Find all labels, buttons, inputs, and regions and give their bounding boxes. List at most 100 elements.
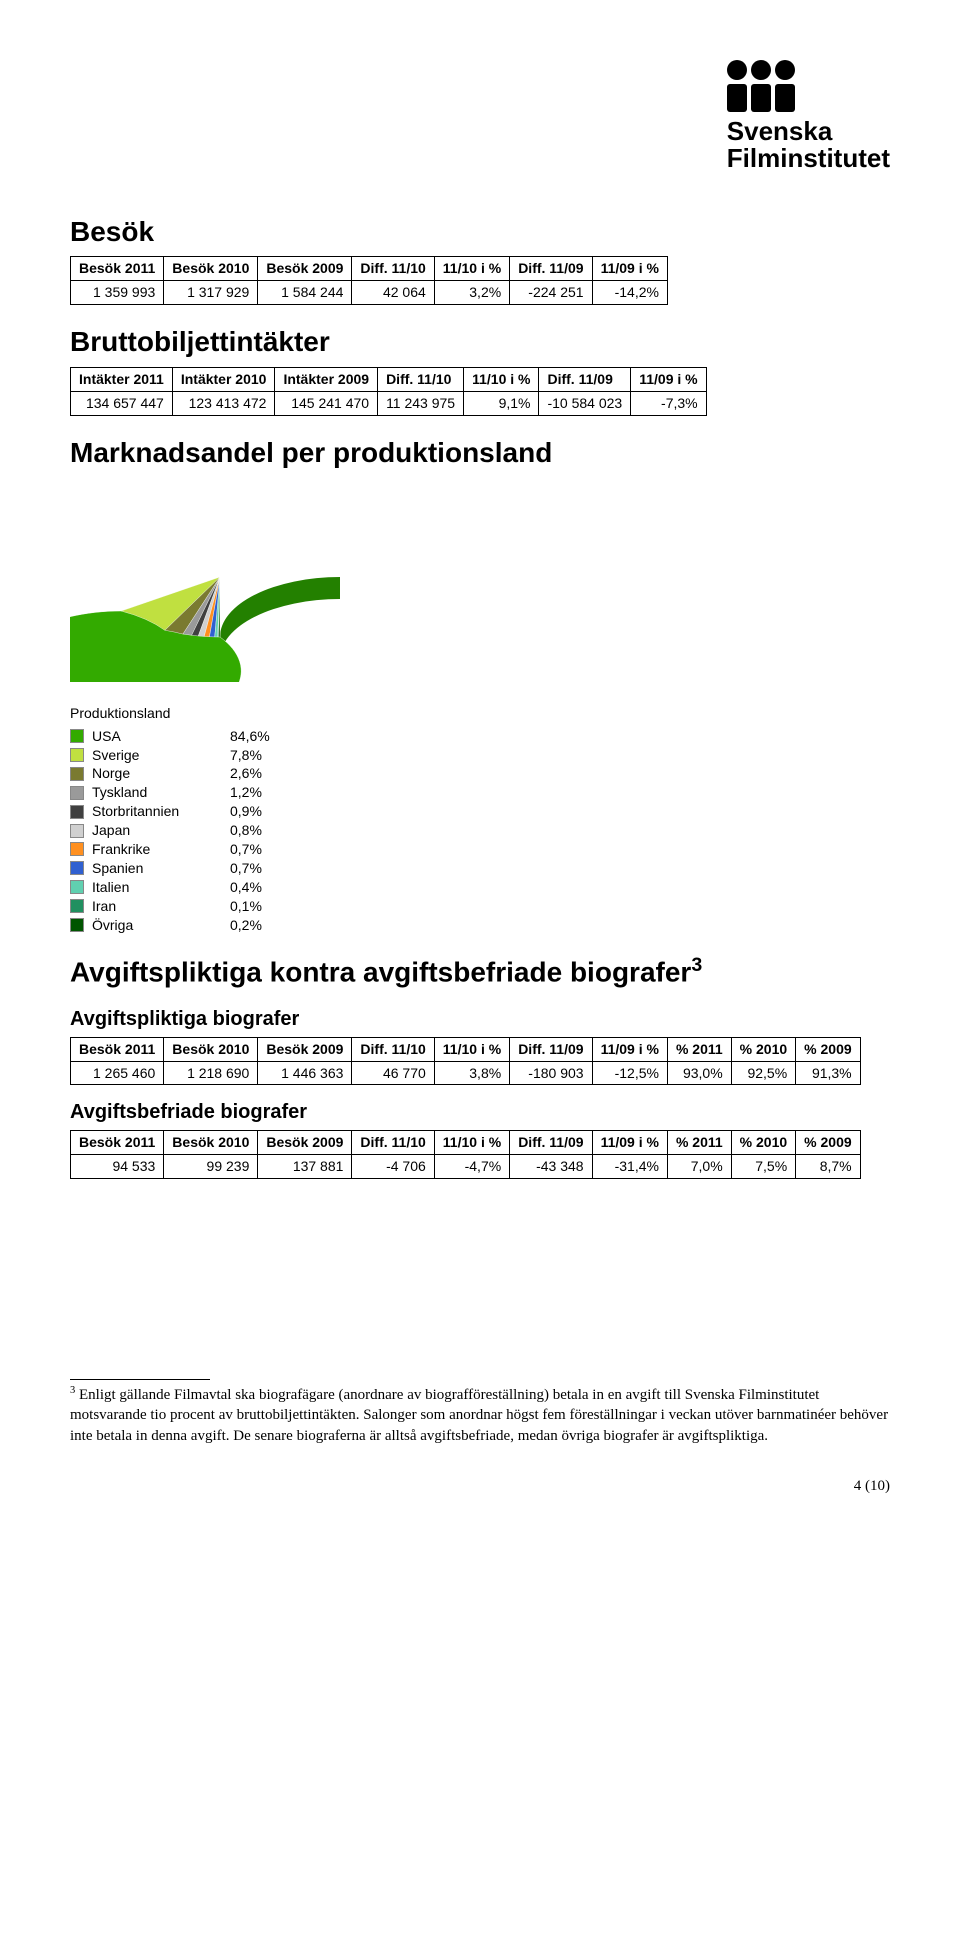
logo-text-line2: Filminstitutet [727, 145, 890, 172]
table-cell: 1 446 363 [258, 1061, 352, 1085]
pie-chart [70, 482, 390, 682]
table-brutto: Intäkter 2011Intäkter 2010Intäkter 2009D… [70, 367, 707, 416]
heading-avgift-text: Avgiftspliktiga kontra avgiftsbefriade b… [70, 957, 691, 988]
pie-side [220, 577, 340, 659]
legend-swatch-icon [70, 842, 84, 856]
table-cell: 93,0% [667, 1061, 731, 1085]
table-avgiftsbefriade: Besök 2011Besök 2010Besök 2009Diff. 11/1… [70, 1130, 861, 1179]
legend-pct: 7,8% [230, 746, 262, 765]
legend-swatch-icon [70, 824, 84, 838]
table-header: Diff. 11/10 [352, 1037, 434, 1061]
table-header: 11/09 i % [631, 367, 706, 391]
legend-swatch-icon [70, 918, 84, 932]
legend-swatch-icon [70, 767, 84, 781]
legend-label: Storbritannien [92, 802, 222, 821]
table-header: % 2009 [796, 1037, 860, 1061]
table-cell: 7,0% [667, 1155, 731, 1179]
table-cell: -4 706 [352, 1155, 434, 1179]
legend-row: Iran0,1% [70, 897, 890, 916]
table-header: Diff. 11/10 [352, 1131, 434, 1155]
table-header: Diff. 11/10 [352, 257, 434, 281]
table-header: 11/10 i % [434, 1131, 509, 1155]
table-header: Besök 2011 [71, 1131, 164, 1155]
legend-swatch-icon [70, 729, 84, 743]
legend-pct: 84,6% [230, 727, 270, 746]
footnote: 3 Enligt gällande Filmavtal ska biografä… [70, 1384, 890, 1446]
table-cell: -43 348 [510, 1155, 592, 1179]
table-cell: 137 881 [258, 1155, 352, 1179]
legend-row: USA 84,6% [70, 727, 890, 746]
table-header: Besök 2009 [258, 1037, 352, 1061]
footnote-text: Enligt gällande Filmavtal ska biografäga… [70, 1387, 888, 1444]
table-cell: -14,2% [592, 281, 667, 305]
legend-label: Tyskland [92, 783, 222, 802]
legend-label: Japan [92, 821, 222, 840]
heading-besok: Besök [70, 213, 890, 251]
legend-pct: 0,9% [230, 802, 262, 821]
legend-swatch-icon [70, 880, 84, 894]
table-cell: 91,3% [796, 1061, 860, 1085]
legend-label: USA [92, 727, 222, 746]
table-avgiftspliktiga: Besök 2011Besök 2010Besök 2009Diff. 11/1… [70, 1037, 861, 1086]
table-cell: 46 770 [352, 1061, 434, 1085]
table-header: Diff. 11/09 [510, 257, 592, 281]
table-cell: -31,4% [592, 1155, 667, 1179]
legend-row: Sverige 7,8% [70, 746, 890, 765]
legend-swatch-icon [70, 786, 84, 800]
heading-brutto: Bruttobiljettintäkter [70, 323, 890, 361]
legend-row: Frankrike0,7% [70, 840, 890, 859]
table-cell: -10 584 023 [539, 391, 631, 415]
legend-row: Tyskland 1,2% [70, 783, 890, 802]
table-header: 11/09 i % [592, 1131, 667, 1155]
table-cell: 8,7% [796, 1155, 860, 1179]
table-header: 11/10 i % [464, 367, 539, 391]
legend-row: Norge2,6% [70, 764, 890, 783]
table-cell: 1 218 690 [164, 1061, 258, 1085]
table-header: Intäkter 2009 [275, 367, 378, 391]
table-header: Besök 2010 [164, 1037, 258, 1061]
logo-reel-icon [727, 84, 890, 112]
table-cell: 7,5% [731, 1155, 795, 1179]
legend-swatch-icon [70, 748, 84, 762]
table-header: Diff. 11/09 [510, 1037, 592, 1061]
table-header: Besök 2010 [164, 1131, 258, 1155]
table-header: % 2011 [667, 1037, 731, 1061]
table-header: Besök 2009 [258, 1131, 352, 1155]
table-header: 11/09 i % [592, 1037, 667, 1061]
header-logo-row: Svenska Filminstitutet [70, 60, 890, 173]
legend-label: Sverige [92, 746, 222, 765]
legend-pct: 1,2% [230, 783, 262, 802]
table-header: Besök 2011 [71, 257, 164, 281]
table-cell: 1 584 244 [258, 281, 352, 305]
legend-pct: 0,7% [230, 840, 262, 859]
table-header: % 2010 [731, 1037, 795, 1061]
table-header: 11/09 i % [592, 257, 667, 281]
table-header: 11/10 i % [434, 257, 509, 281]
logo-text-line1: Svenska [727, 118, 890, 145]
table-header: 11/10 i % [434, 1037, 509, 1061]
legend-row: Storbritannien 0,9% [70, 802, 890, 821]
table-header: % 2009 [796, 1131, 860, 1155]
legend-label: Italien [92, 878, 222, 897]
heading-avgift: Avgiftspliktiga kontra avgiftsbefriade b… [70, 952, 890, 991]
legend-pct: 0,8% [230, 821, 262, 840]
logo-dots-icon [727, 60, 890, 80]
table-cell: 94 533 [71, 1155, 164, 1179]
legend-row: Övriga0,2% [70, 916, 890, 935]
page-number: 4 (10) [70, 1476, 890, 1496]
legend-pct: 2,6% [230, 764, 262, 783]
table-header: Diff. 11/10 [378, 367, 464, 391]
table-cell: 1 317 929 [164, 281, 258, 305]
heading-avgiftspliktiga: Avgiftspliktiga biografer [70, 1006, 890, 1033]
legend-row: Italien 0,4% [70, 878, 890, 897]
table-besok: Besök 2011Besök 2010Besök 2009Diff. 11/1… [70, 256, 668, 305]
table-header: Diff. 11/09 [539, 367, 631, 391]
table-header: Intäkter 2010 [172, 367, 275, 391]
logo: Svenska Filminstitutet [727, 60, 890, 173]
legend-swatch-icon [70, 805, 84, 819]
table-cell: 1 265 460 [71, 1061, 164, 1085]
legend-pct: 0,4% [230, 878, 262, 897]
table-header: Besök 2011 [71, 1037, 164, 1061]
footnote-separator [70, 1379, 210, 1380]
table-cell: 3,2% [434, 281, 509, 305]
